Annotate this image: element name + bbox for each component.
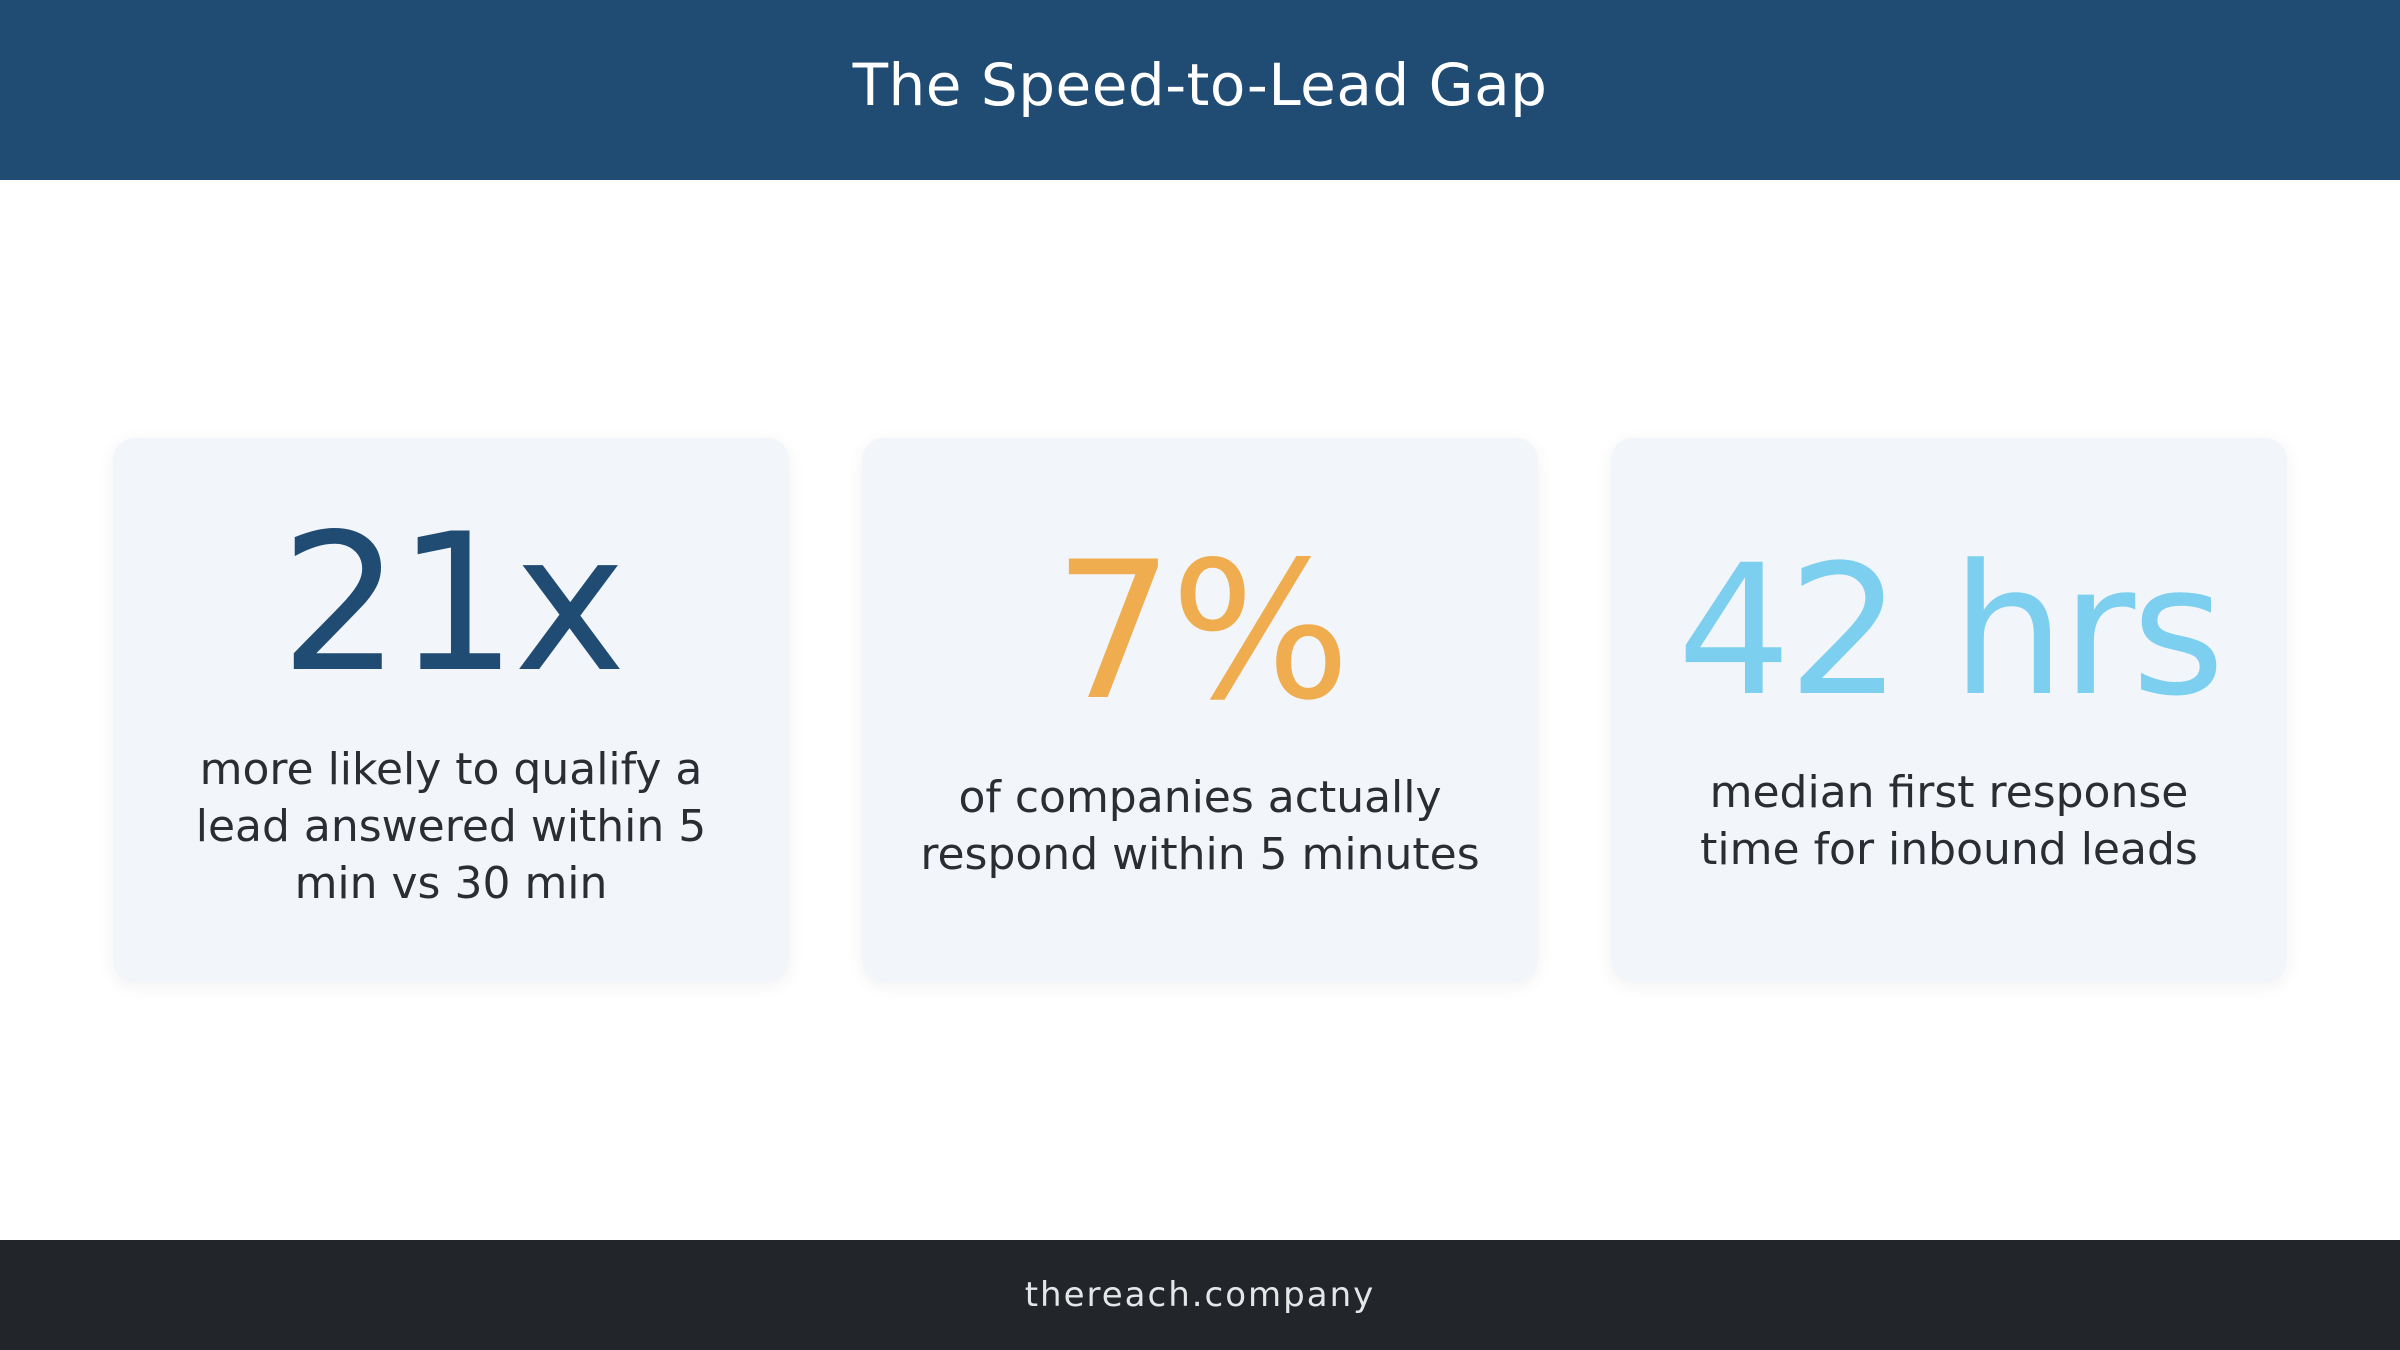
stat-value: 21x xyxy=(279,492,626,714)
stat-card-response-time: 42 hrs median first response time for in… xyxy=(1611,438,2287,982)
stat-description: more likely to qualify a lead answered w… xyxy=(195,743,707,909)
footer-domain: thereach.company xyxy=(1024,1275,1376,1315)
footer-bar: thereach.company xyxy=(0,1240,2400,1350)
stat-card-qualify: 21x more likely to qualify a lead answer… xyxy=(113,438,789,982)
stat-card-respond: 7% of companies actually respond within … xyxy=(862,438,1538,982)
page-title: The Speed-to-Lead Gap xyxy=(852,51,1548,119)
stat-value: 42 hrs xyxy=(1676,527,2225,736)
stat-description: of companies actually respond within 5 m… xyxy=(920,772,1480,880)
header-bar: The Speed-to-Lead Gap xyxy=(0,0,2400,180)
stat-value: 7% xyxy=(1053,521,1350,742)
stat-description: median first response time for inbound l… xyxy=(1700,767,2198,875)
